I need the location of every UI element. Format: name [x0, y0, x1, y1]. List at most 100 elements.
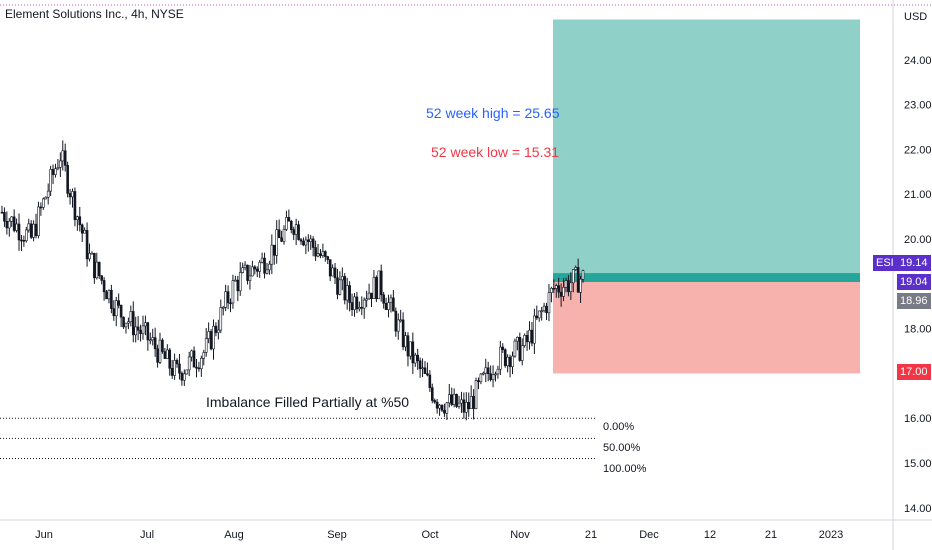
candle-body [71, 191, 74, 198]
candle-body [180, 372, 184, 381]
candle-body [248, 275, 252, 281]
candle-body [511, 355, 514, 368]
candle-body [209, 331, 213, 350]
candle-body [326, 256, 330, 260]
entry-band[interactable] [553, 273, 860, 283]
candle-body [416, 354, 419, 362]
candle-body [226, 291, 230, 304]
imbalance-annotation[interactable]: Imbalance Filled Partially at %50 [206, 394, 410, 410]
loss-zone[interactable] [553, 282, 860, 374]
candle-body [304, 239, 308, 246]
candle-body [282, 229, 286, 242]
profit-zone[interactable] [553, 19, 860, 274]
candle-body [443, 409, 446, 414]
candle-body [319, 253, 322, 256]
candle-body [545, 305, 548, 314]
candle-body [100, 275, 103, 281]
candle-body [540, 310, 543, 313]
candle-body [377, 270, 381, 300]
candle-body [59, 160, 62, 168]
candle-body [348, 285, 351, 303]
candle-body [258, 262, 261, 272]
candle-body [486, 367, 490, 375]
candle-body [114, 300, 118, 317]
y-tick-label: 22.00 [904, 144, 932, 156]
candle-body [173, 360, 176, 376]
candle-body [537, 310, 541, 319]
candle-body [32, 223, 35, 238]
candle-body [200, 357, 203, 369]
candle-body [567, 280, 570, 293]
y-axis-unit: USD [904, 11, 927, 23]
candle-body [54, 168, 57, 175]
y-tick-label: 15.00 [904, 458, 932, 470]
candle-body [25, 229, 28, 242]
candle-body [221, 307, 225, 309]
candle-body [506, 356, 509, 367]
candle-body [474, 380, 478, 409]
candle-body [423, 367, 427, 374]
candle-body [430, 387, 434, 401]
candle-body [350, 302, 354, 310]
candle-body [51, 169, 55, 175]
candle-body [161, 339, 164, 352]
candle-body [90, 252, 94, 255]
candle-body [379, 270, 383, 296]
candle-body [61, 150, 65, 162]
candle-body [542, 305, 546, 312]
candle-body [224, 291, 227, 308]
candle-body [382, 294, 385, 304]
candle-body [455, 394, 458, 407]
candle-body [265, 269, 269, 274]
candle-body [324, 251, 327, 257]
candle-body [207, 331, 210, 339]
candle-body [187, 356, 191, 371]
candle-body [46, 190, 50, 198]
candle-body [20, 239, 23, 242]
candle-body [523, 335, 526, 346]
candle-body [156, 348, 159, 363]
candle-body [491, 374, 495, 381]
candle-body [413, 354, 417, 364]
candle-body [153, 337, 157, 350]
candle-body [499, 346, 502, 370]
candle-body [292, 229, 296, 235]
candle-body [564, 280, 568, 288]
x-tick-label: Oct [421, 529, 438, 541]
candle-body [392, 297, 395, 312]
candle-body [554, 285, 558, 289]
candle-body [63, 150, 67, 166]
candle-body [163, 351, 167, 359]
candle-body [34, 223, 38, 236]
y-tick-label: 23.00 [904, 100, 932, 112]
candle-body [409, 341, 412, 357]
candle-body [440, 404, 444, 411]
candle-body [328, 259, 332, 277]
candle-body [516, 337, 519, 342]
chart-title: Element Solutions Inc., 4h, NYSE [5, 7, 184, 21]
candle-body [450, 394, 454, 405]
candle-body [394, 310, 398, 332]
candle-body [112, 308, 116, 317]
candle-body [404, 335, 407, 348]
x-tick-label: Nov [510, 529, 530, 541]
candle-body [365, 298, 368, 301]
high-annotation[interactable]: 52 week high = 25.65 [426, 105, 560, 121]
candle-body [105, 291, 108, 300]
candle-body [88, 252, 91, 260]
candle-body [331, 267, 334, 277]
candle-body [294, 224, 298, 235]
candle-body [234, 279, 237, 282]
candle-body [42, 198, 45, 208]
candle-body [518, 337, 522, 361]
candle-body [131, 311, 135, 336]
candle-body [477, 380, 480, 383]
candle-body [241, 267, 244, 273]
candle-body [343, 276, 347, 301]
candle-body [22, 240, 26, 242]
candle-body [3, 212, 6, 222]
candle-body [29, 223, 33, 238]
low-annotation[interactable]: 52 week low = 15.31 [431, 144, 560, 160]
candle-body [557, 285, 560, 293]
